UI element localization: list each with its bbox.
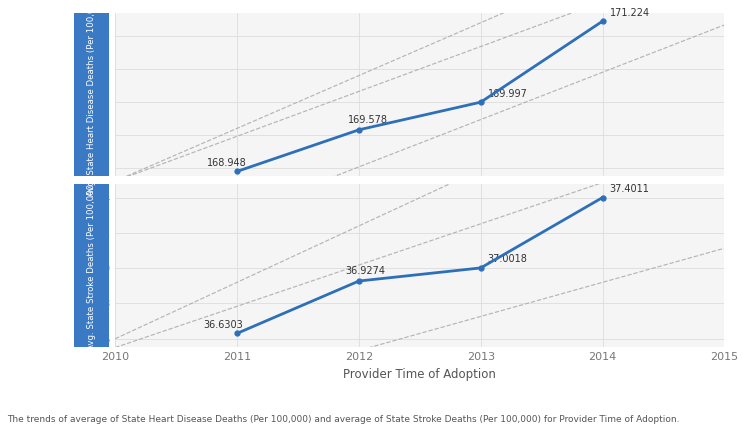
Text: 37.0018: 37.0018 <box>487 254 528 265</box>
Text: 169.997: 169.997 <box>487 89 528 98</box>
Text: The trends of average of State Heart Disease Deaths (Per 100,000) and average of: The trends of average of State Heart Dis… <box>7 415 680 424</box>
Text: 37.4011: 37.4011 <box>609 184 649 194</box>
Text: 171.224: 171.224 <box>609 8 649 18</box>
X-axis label: Provider Time of Adoption: Provider Time of Adoption <box>343 369 496 381</box>
Text: Avg. State Heart Disease Deaths (Per 100,000): Avg. State Heart Disease Deaths (Per 100… <box>87 0 96 196</box>
Text: 169.578: 169.578 <box>348 115 388 125</box>
Text: 36.6303: 36.6303 <box>204 320 244 330</box>
Text: 168.948: 168.948 <box>207 158 246 168</box>
Text: Avg. State Stroke Deaths (Per 100,000): Avg. State Stroke Deaths (Per 100,000) <box>87 181 96 350</box>
Text: 36.9274: 36.9274 <box>345 266 385 276</box>
